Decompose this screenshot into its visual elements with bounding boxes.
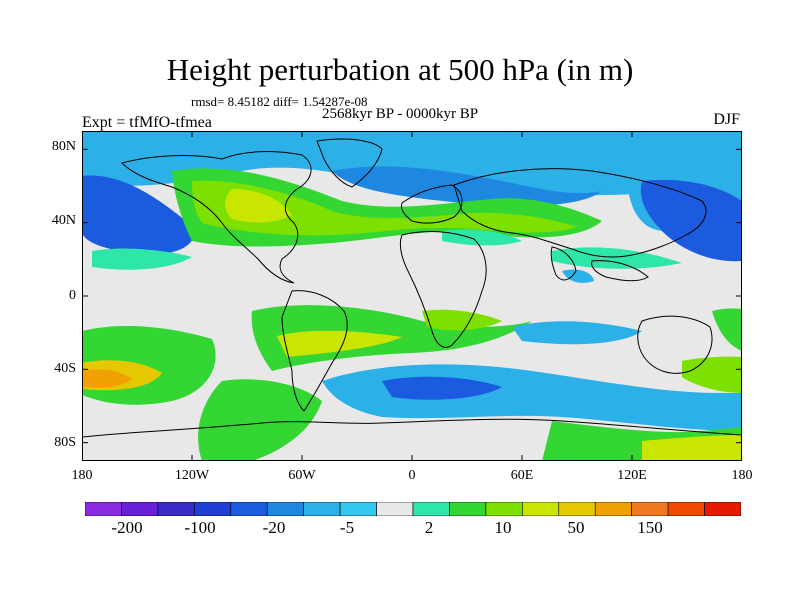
- experiment-label: Expt = tfMfO-tfmea: [82, 114, 212, 131]
- field-deepblue-southern: [382, 376, 502, 400]
- coast-antarctica: [82, 418, 742, 438]
- field-blue-eurasia: [332, 166, 602, 207]
- colorbar-swatch: [157, 502, 195, 516]
- field-green-antarctic: [198, 379, 322, 461]
- lat-label-0: 0: [69, 288, 76, 303]
- map-panel: [82, 131, 742, 461]
- colorbar-swatch: [594, 502, 632, 516]
- map-ticks: [82, 131, 742, 461]
- colorbar-swatch: [230, 502, 268, 516]
- field-green-tropics: [92, 248, 192, 270]
- coast-asia: [453, 168, 707, 258]
- colorbar-swatch: [522, 502, 560, 516]
- period-label: 2568kyr BP - 0000kyr BP: [322, 106, 479, 122]
- colorbar-swatch: [631, 502, 669, 516]
- coast-south-america: [281, 290, 348, 412]
- colorbar-swatch: [376, 502, 414, 516]
- colorbar-label-10: 10: [494, 518, 512, 537]
- field-yellow-north: [192, 180, 577, 236]
- field-blue-wpacific: [640, 179, 742, 262]
- coast-australia: [637, 315, 713, 374]
- colorbar-label-50: 50: [567, 518, 585, 537]
- colorbar-label-neg20: -20: [262, 518, 286, 537]
- colorbar-swatch: [412, 502, 450, 516]
- lat-label-40n: 40N: [51, 213, 76, 228]
- coast-greenland: [316, 138, 383, 188]
- figure-title: Height perturbation at 500 hPa (in m): [166, 52, 634, 87]
- colorbar-swatch: [194, 502, 232, 516]
- colorbar-label-2: 2: [424, 518, 434, 537]
- field-cyan-wpacific: [627, 166, 742, 231]
- colorbar-label-neg100: -100: [184, 518, 216, 537]
- field-green-east: [682, 356, 742, 393]
- colorbar-swatch: [121, 502, 159, 516]
- lon-label-180w: 180: [71, 468, 93, 483]
- field-green-dateline-south: [712, 308, 742, 351]
- coast-se-asia: [591, 260, 649, 282]
- lat-label-80n: 80N: [51, 139, 76, 154]
- colorbar-swatch: [449, 502, 487, 516]
- colorbar-label-neg5: -5: [339, 518, 355, 537]
- coastlines: [82, 138, 742, 438]
- height-field: [82, 131, 742, 461]
- colorbar-label-150: 150: [637, 518, 663, 537]
- colorbar-swatch: [266, 502, 304, 516]
- lon-label-0: 0: [408, 468, 416, 483]
- field-blue-arctic: [82, 131, 742, 196]
- coast-africa: [399, 231, 487, 348]
- colorbar-swatch: [85, 502, 122, 516]
- field-yellow-samerica: [277, 330, 402, 357]
- lon-label-60e: 60E: [510, 468, 534, 483]
- lat-label-80s: 80S: [54, 435, 76, 450]
- field-blue-npacific: [82, 175, 194, 255]
- field-orange-core: [82, 369, 132, 388]
- lon-label-120e: 120E: [617, 468, 647, 483]
- colorbar-swatch: [558, 502, 596, 516]
- field-blue-seindian: [512, 321, 642, 345]
- field-green-africa: [422, 309, 502, 331]
- field-yellow-antarctic-east: [642, 435, 742, 461]
- colorbar-swatch: [667, 502, 705, 516]
- colorbar-label-neg200: -200: [111, 518, 143, 537]
- colorbar: [85, 502, 741, 516]
- lat-label-40s: 40S: [54, 361, 76, 376]
- colorbar-swatch: [485, 502, 523, 516]
- field-yellowgreen-na: [225, 189, 292, 223]
- field-green-arabian: [442, 229, 522, 246]
- colorbar-swatch: [339, 502, 377, 516]
- lon-label-60w: 60W: [288, 468, 316, 483]
- stats-line: rmsd= 8.45182 diff= 1.54287e-08: [191, 94, 368, 109]
- lon-label-120w: 120W: [174, 468, 210, 483]
- colorbar-swatch: [704, 502, 741, 516]
- season-label: DJF: [713, 111, 740, 128]
- coast-north-america: [121, 151, 312, 284]
- coast-india: [550, 246, 577, 281]
- field-cyan-indian: [562, 269, 594, 283]
- lon-label-180e: 180: [731, 468, 753, 483]
- coast-europe: [401, 184, 463, 224]
- colorbar-swatch: [303, 502, 341, 516]
